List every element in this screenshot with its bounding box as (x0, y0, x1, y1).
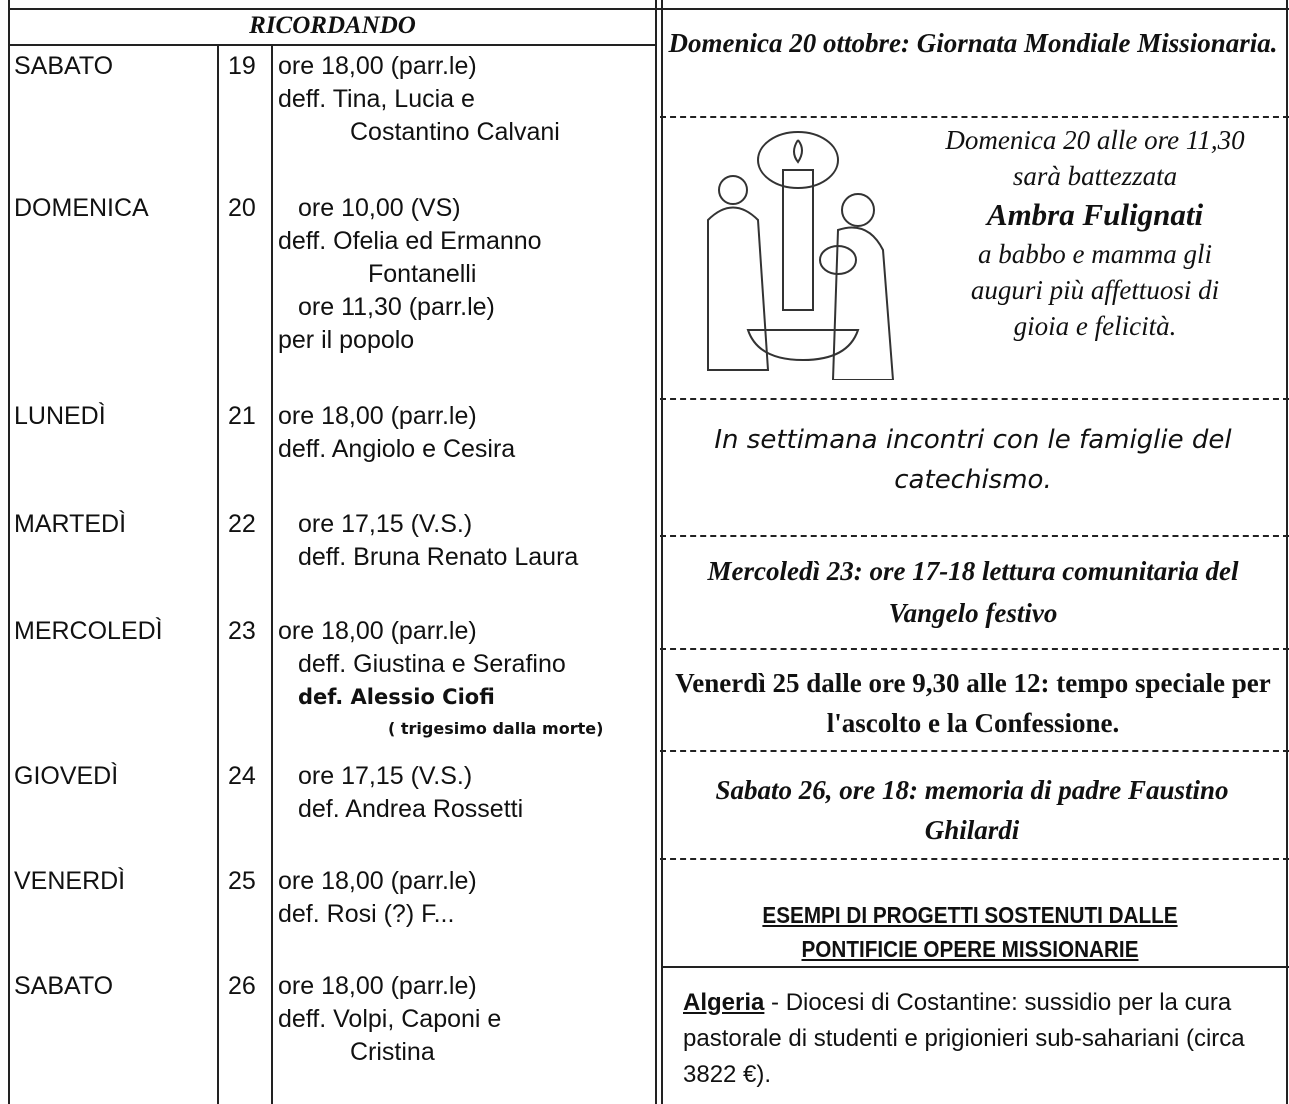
day: MARTEDÌ (14, 510, 127, 538)
line: deff. Angiolo e Cesira (278, 435, 516, 463)
day: SABATO (14, 972, 114, 1000)
line: deff. Giustina e Serafino (298, 650, 566, 678)
line: Cristina (350, 1038, 435, 1066)
day: SABATO (14, 52, 114, 80)
date: 22 (228, 510, 256, 538)
border (661, 0, 663, 1104)
line: def. Rosi (?) F... (278, 900, 455, 928)
notice: Domenica 20 ottobre: Giornata Mondiale M… (668, 28, 1278, 58)
date: 24 (228, 762, 256, 790)
line: ore 18,00 (parr.le) (278, 402, 477, 430)
separator (660, 750, 1289, 752)
line: Fontanelli (368, 260, 477, 288)
line: ore 18,00 (parr.le) (278, 52, 477, 80)
line: ore 11,30 (parr.le) (298, 293, 495, 321)
notice: Venerdì 25 dalle ore 9,30 alle 12: tempo… (675, 668, 1271, 738)
line: per il popolo (278, 326, 415, 354)
notice: In settimana incontri con le famiglie de… (714, 425, 1232, 495)
separator (660, 648, 1289, 650)
line: Costantino Calvani (350, 118, 560, 146)
separator (660, 398, 1289, 400)
border (1286, 0, 1288, 1104)
date: 23 (228, 617, 256, 645)
line: ore 18,00 (parr.le) (278, 972, 477, 1000)
line: def. Andrea Rossetti (298, 795, 524, 823)
line: deff. Tina, Lucia e (278, 85, 475, 113)
day: GIOVEDÌ (14, 762, 119, 790)
baptism-line: gioia e felicità. (1013, 311, 1177, 341)
notice: Mercoledì 23: ore 17-18 lettura comunita… (707, 556, 1239, 628)
baptism-line: a babbo e mamma gli (978, 239, 1212, 269)
line: ore 17,15 (V.S.) (298, 762, 473, 790)
line: ore 10,00 (VS) (298, 194, 461, 222)
day: MERCOLEDÌ (14, 617, 163, 645)
column-line (217, 44, 219, 1104)
top-border (8, 8, 1289, 10)
border (655, 0, 657, 1104)
line: ore 18,00 (parr.le) (278, 867, 477, 895)
separator (660, 535, 1289, 537)
separator (660, 116, 1289, 118)
date: 26 (228, 972, 256, 1000)
date: 19 (228, 52, 256, 80)
day: VENERDÌ (14, 867, 126, 895)
line: deff. Volpi, Caponi e (278, 1005, 502, 1033)
date: 21 (228, 402, 256, 430)
project-text: - Diocesi di Costantine: sussidio per la… (683, 989, 1245, 1088)
divider (661, 966, 1289, 968)
notice: Sabato 26, ore 18: memoria di padre Faus… (715, 775, 1229, 845)
date: 20 (228, 194, 256, 222)
line: ore 18,00 (parr.le) (278, 617, 477, 645)
line: ore 17,15 (V.S.) (298, 510, 473, 538)
line: deff. Ofelia ed Ermanno (278, 227, 542, 255)
baptism-line: Domenica 20 alle ore 11,30 (945, 125, 1245, 155)
line: def. Alessio Ciofi (298, 685, 495, 709)
table-header: RICORDANDO (249, 12, 416, 39)
project: Algeria - Diocesi di Costantine: sussidi… (683, 985, 1283, 1093)
border (8, 0, 10, 1104)
baptism-line: sarà battezzata (1012, 161, 1178, 191)
column-line (271, 44, 273, 1104)
header-line (8, 44, 657, 46)
day: DOMENICA (14, 194, 149, 222)
line: ( trigesimo dalla morte) (388, 719, 604, 738)
baptism-line: auguri più affettuosi di (970, 275, 1220, 305)
baptism-notice: Domenica 20 alle ore 11,30 sarà battezzat… (905, 122, 1285, 344)
baptism-illustration (707, 131, 895, 380)
projects-title: ESEMPI DI PROGETTI SOSTENUTI DALLE PONTI… (762, 902, 1178, 962)
baptism-line: Ambra Fulignati (986, 197, 1204, 232)
day: LUNEDÌ (14, 402, 106, 430)
line: deff. Bruna Renato Laura (298, 543, 579, 571)
project-country: Algeria (683, 989, 765, 1016)
date: 25 (228, 867, 256, 895)
separator (660, 858, 1289, 860)
